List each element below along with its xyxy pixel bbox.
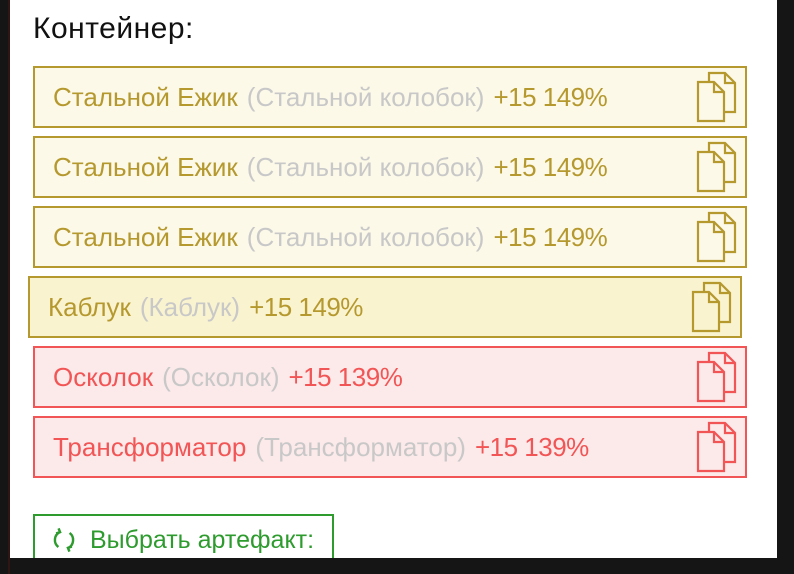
item-name: Стальной Ежик [53,151,238,182]
copy-icon[interactable] [694,421,740,473]
item-bonus: +15 139% [288,361,403,392]
frame-accent-line [8,0,10,574]
item-bonus: +15 149% [493,151,608,182]
item-bonus: +15 149% [249,291,363,322]
container-item[interactable]: Стальной Ежик (Стальной колобок) +15 149… [33,136,747,198]
item-name: Трансформатор [53,431,247,462]
item-bonus: +15 149% [493,221,608,252]
copy-icon[interactable] [689,281,735,333]
container-item[interactable]: Каблук (Каблук) +15 149% [28,276,742,338]
container-panel: Контейнер: Стальной Ежик (Стальной колоб… [10,0,777,558]
container-item[interactable]: Трансформатор (Трансформатор) +15 139% [33,416,747,478]
choose-artifact-label: Выбрать артефакт: [90,525,315,554]
copy-icon[interactable] [694,351,740,403]
item-alt-name: (Осколок) [162,361,280,392]
item-bonus: +15 139% [474,431,589,462]
item-alt-name: (Стальной колобок) [246,221,485,252]
page-title: Контейнер: [33,12,194,45]
item-alt-name: (Каблук) [139,291,241,322]
item-list: Стальной Ежик (Стальной колобок) +15 149… [28,66,777,478]
container-item[interactable]: Стальной Ежик (Стальной колобок) +15 149… [33,66,747,128]
copy-icon[interactable] [694,211,740,263]
item-name: Осколок [53,361,154,392]
container-item[interactable]: Осколок (Осколок) +15 139% [33,346,747,408]
copy-icon[interactable] [694,141,740,193]
item-name: Стальной Ежик [53,221,238,252]
item-name: Каблук [48,291,131,322]
copy-icon[interactable] [694,71,740,123]
choose-artifact-button[interactable]: Выбрать артефакт: [33,514,335,558]
item-alt-name: (Трансформатор) [255,431,466,462]
item-name: Стальной Ежик [53,81,238,112]
item-alt-name: (Стальной колобок) [246,151,485,182]
refresh-icon [49,525,79,555]
item-alt-name: (Стальной колобок) [246,81,485,112]
container-item[interactable]: Стальной Ежик (Стальной колобок) +15 149… [33,206,747,268]
item-bonus: +15 149% [493,81,608,112]
